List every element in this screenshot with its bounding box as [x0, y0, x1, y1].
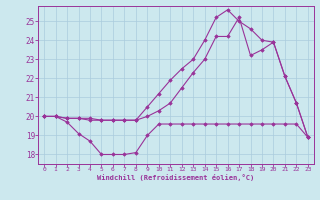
- X-axis label: Windchill (Refroidissement éolien,°C): Windchill (Refroidissement éolien,°C): [97, 174, 255, 181]
